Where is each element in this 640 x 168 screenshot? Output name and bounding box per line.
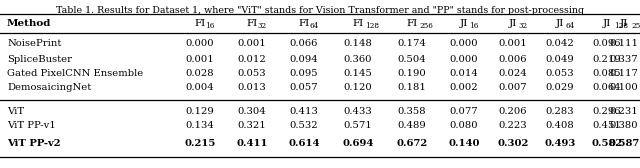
Text: 0.206: 0.206 <box>499 107 527 116</box>
Text: FI: FI <box>195 18 205 28</box>
Text: 0.408: 0.408 <box>546 121 574 131</box>
Text: 0.360: 0.360 <box>344 54 372 64</box>
Text: 0.000: 0.000 <box>450 54 478 64</box>
Text: 0.053: 0.053 <box>546 70 574 78</box>
Text: JI: JI <box>509 18 517 28</box>
Text: 0.134: 0.134 <box>186 121 214 131</box>
Text: 0.413: 0.413 <box>289 107 319 116</box>
Text: 0.111: 0.111 <box>609 39 639 49</box>
Text: 0.024: 0.024 <box>499 70 527 78</box>
Text: 0.296: 0.296 <box>593 107 621 116</box>
Text: 64: 64 <box>309 22 318 30</box>
Text: 0.001: 0.001 <box>186 54 214 64</box>
Text: JI: JI <box>556 18 564 28</box>
Text: 0.358: 0.358 <box>397 107 426 116</box>
Text: JI: JI <box>603 18 611 28</box>
Text: 0.433: 0.433 <box>344 107 372 116</box>
Text: ViT: ViT <box>7 107 24 116</box>
Text: 32: 32 <box>518 22 527 30</box>
Text: 0.000: 0.000 <box>186 39 214 49</box>
Text: 0.000: 0.000 <box>450 39 478 49</box>
Text: 0.085: 0.085 <box>593 70 621 78</box>
Text: SpliceBuster: SpliceBuster <box>7 54 72 64</box>
Text: 0.219: 0.219 <box>593 54 621 64</box>
Text: 0.380: 0.380 <box>610 121 638 131</box>
Text: 0.042: 0.042 <box>546 39 574 49</box>
Text: 0.532: 0.532 <box>290 121 318 131</box>
Text: 0.411: 0.411 <box>236 138 268 148</box>
Text: Method: Method <box>7 18 51 28</box>
Text: 0.283: 0.283 <box>546 107 574 116</box>
Text: 0.148: 0.148 <box>344 39 372 49</box>
Text: 0.215: 0.215 <box>184 138 216 148</box>
Text: Gated PixelCNN Ensemble: Gated PixelCNN Ensemble <box>7 70 143 78</box>
Text: 0.066: 0.066 <box>290 39 318 49</box>
Text: 0.493: 0.493 <box>544 138 576 148</box>
Text: 0.302: 0.302 <box>497 138 529 148</box>
Text: JI: JI <box>460 18 468 28</box>
Text: 0.571: 0.571 <box>344 121 372 131</box>
Text: FI: FI <box>298 18 310 28</box>
Text: 0.129: 0.129 <box>186 107 214 116</box>
Text: 128: 128 <box>614 22 628 30</box>
Text: FI: FI <box>406 18 418 28</box>
Text: 0.080: 0.080 <box>450 121 478 131</box>
Text: 0.120: 0.120 <box>344 83 372 93</box>
Text: 0.001: 0.001 <box>499 39 527 49</box>
Text: 0.672: 0.672 <box>396 138 428 148</box>
Text: 0.489: 0.489 <box>397 121 426 131</box>
Text: 0.587: 0.587 <box>609 138 639 148</box>
Text: NoisePrint: NoisePrint <box>7 39 61 49</box>
Text: 0.140: 0.140 <box>448 138 480 148</box>
Text: 0.002: 0.002 <box>450 83 478 93</box>
Text: ViT PP-v2: ViT PP-v2 <box>7 138 61 148</box>
Text: 0.145: 0.145 <box>344 70 372 78</box>
Text: 0.095: 0.095 <box>290 70 318 78</box>
Text: 0.029: 0.029 <box>546 83 574 93</box>
Text: 0.007: 0.007 <box>499 83 527 93</box>
Text: FI: FI <box>353 18 364 28</box>
Text: 16: 16 <box>469 22 478 30</box>
Text: 0.001: 0.001 <box>237 39 266 49</box>
Text: ViT PP-v1: ViT PP-v1 <box>7 121 56 131</box>
Text: 0.057: 0.057 <box>290 83 318 93</box>
Text: 0.004: 0.004 <box>186 83 214 93</box>
Text: 128: 128 <box>365 22 379 30</box>
Text: 0.231: 0.231 <box>610 107 638 116</box>
Text: 0.504: 0.504 <box>397 54 426 64</box>
Text: Table 1. Results for Dataset 1, where "ViT" stands for Vision Transformer and "P: Table 1. Results for Dataset 1, where "V… <box>56 6 584 15</box>
Text: 0.190: 0.190 <box>397 70 426 78</box>
Text: 0.064: 0.064 <box>593 83 621 93</box>
Text: 0.694: 0.694 <box>342 138 374 148</box>
Text: 64: 64 <box>565 22 574 30</box>
Text: 0.013: 0.013 <box>237 83 266 93</box>
Text: 256: 256 <box>419 22 433 30</box>
Text: 0.028: 0.028 <box>186 70 214 78</box>
Text: 0.077: 0.077 <box>450 107 478 116</box>
Text: 0.321: 0.321 <box>237 121 266 131</box>
Text: 0.049: 0.049 <box>546 54 574 64</box>
Text: 0.304: 0.304 <box>237 107 266 116</box>
Text: JI: JI <box>620 18 628 28</box>
Text: 0.096: 0.096 <box>593 39 621 49</box>
Text: 16: 16 <box>205 22 214 30</box>
Text: 0.451: 0.451 <box>593 121 621 131</box>
Text: 0.014: 0.014 <box>449 70 479 78</box>
Text: 0.582: 0.582 <box>591 138 623 148</box>
Text: DemosaicingNet: DemosaicingNet <box>7 83 92 93</box>
Text: 0.100: 0.100 <box>610 83 638 93</box>
Text: 32: 32 <box>257 22 266 30</box>
Text: 0.223: 0.223 <box>499 121 527 131</box>
Text: 0.012: 0.012 <box>237 54 266 64</box>
Text: 0.006: 0.006 <box>499 54 527 64</box>
Text: 0.094: 0.094 <box>290 54 318 64</box>
Text: 0.614: 0.614 <box>288 138 320 148</box>
Text: 0.053: 0.053 <box>237 70 266 78</box>
Text: FI: FI <box>246 18 258 28</box>
Text: 256: 256 <box>631 22 640 30</box>
Text: 0.181: 0.181 <box>397 83 426 93</box>
Text: 0.117: 0.117 <box>609 70 639 78</box>
Text: 0.337: 0.337 <box>610 54 638 64</box>
Text: 0.174: 0.174 <box>397 39 426 49</box>
